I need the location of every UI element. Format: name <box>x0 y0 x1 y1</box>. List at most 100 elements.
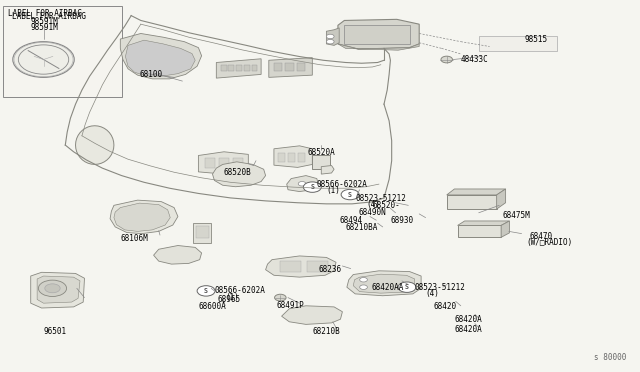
Text: 68520A: 68520A <box>307 148 335 157</box>
Text: 68490N: 68490N <box>358 208 386 217</box>
Polygon shape <box>31 272 84 308</box>
Bar <box>312 155 330 169</box>
Text: (1): (1) <box>326 186 340 195</box>
Polygon shape <box>125 40 195 76</box>
Circle shape <box>298 182 306 186</box>
Text: 68520-: 68520- <box>372 201 400 210</box>
Bar <box>196 226 209 238</box>
Text: (W/□RADIO): (W/□RADIO) <box>526 238 572 247</box>
Bar <box>344 25 410 44</box>
Circle shape <box>303 182 321 192</box>
Text: 68420AA: 68420AA <box>371 283 404 292</box>
Polygon shape <box>338 19 419 49</box>
Bar <box>236 65 242 71</box>
Circle shape <box>341 189 359 200</box>
Polygon shape <box>76 126 114 164</box>
Bar <box>233 158 243 168</box>
Polygon shape <box>458 221 509 225</box>
Text: LABEL FOR AIRBAG: LABEL FOR AIRBAG <box>8 9 82 17</box>
Text: S: S <box>405 284 409 290</box>
Polygon shape <box>326 28 339 45</box>
Text: 68236: 68236 <box>319 265 342 274</box>
Polygon shape <box>347 271 421 296</box>
Text: 68210B: 68210B <box>312 327 340 336</box>
Circle shape <box>326 39 334 44</box>
Text: 68520B: 68520B <box>224 169 252 177</box>
Bar <box>3 6 122 97</box>
Circle shape <box>197 286 215 296</box>
Bar <box>274 63 282 71</box>
Text: 08566-6202A: 08566-6202A <box>317 180 367 189</box>
Circle shape <box>45 284 60 293</box>
Polygon shape <box>274 146 312 167</box>
Text: 68600A: 68600A <box>198 302 226 311</box>
Polygon shape <box>282 306 342 324</box>
Text: 98515: 98515 <box>525 35 548 44</box>
Bar <box>278 153 285 162</box>
Polygon shape <box>216 59 261 78</box>
Text: 08523-51212: 08523-51212 <box>355 194 406 203</box>
Polygon shape <box>114 203 170 231</box>
Polygon shape <box>287 176 319 192</box>
Circle shape <box>326 34 334 39</box>
Text: 68494: 68494 <box>339 216 362 225</box>
Polygon shape <box>321 166 334 174</box>
Circle shape <box>38 280 67 296</box>
Polygon shape <box>120 33 202 79</box>
Text: 68930: 68930 <box>390 216 413 225</box>
Circle shape <box>441 56 452 63</box>
Text: s 80000: s 80000 <box>593 353 626 362</box>
Bar <box>228 65 234 71</box>
Text: 68420A: 68420A <box>454 315 482 324</box>
Polygon shape <box>497 189 506 209</box>
Text: 68470: 68470 <box>530 232 553 241</box>
Polygon shape <box>198 152 248 174</box>
Bar <box>447 195 497 209</box>
Text: S: S <box>348 192 352 198</box>
Circle shape <box>275 294 286 301</box>
Bar <box>244 65 250 71</box>
Bar <box>205 158 215 168</box>
Text: 68106M: 68106M <box>120 234 148 243</box>
Text: (1): (1) <box>225 293 239 302</box>
Bar <box>252 65 257 71</box>
Text: 48433C: 48433C <box>461 55 488 64</box>
Bar <box>298 153 305 162</box>
Text: (4): (4) <box>426 289 440 298</box>
Polygon shape <box>353 274 415 293</box>
Text: (4): (4) <box>366 200 380 209</box>
Polygon shape <box>110 200 178 234</box>
Bar <box>458 225 501 237</box>
Text: 68210BA: 68210BA <box>346 223 378 232</box>
Bar <box>307 261 328 272</box>
Bar <box>479 36 557 51</box>
Text: 68491P: 68491P <box>276 301 304 310</box>
Polygon shape <box>447 189 506 195</box>
Bar <box>219 158 229 168</box>
Polygon shape <box>338 44 419 50</box>
Text: 96501: 96501 <box>44 327 67 336</box>
Polygon shape <box>37 276 80 303</box>
Text: 68420: 68420 <box>434 302 457 311</box>
Text: 68475M: 68475M <box>502 211 530 220</box>
Polygon shape <box>501 221 509 237</box>
Bar <box>288 153 295 162</box>
Polygon shape <box>154 246 202 264</box>
Circle shape <box>13 42 74 77</box>
Text: S: S <box>310 184 314 190</box>
Text: 98591M: 98591M <box>31 23 58 32</box>
Text: 68420A: 68420A <box>454 325 482 334</box>
Polygon shape <box>266 256 336 277</box>
Text: 68965: 68965 <box>218 295 241 304</box>
Circle shape <box>360 285 367 289</box>
Bar <box>280 261 301 272</box>
Text: 08566-6202A: 08566-6202A <box>214 286 265 295</box>
Circle shape <box>398 282 416 292</box>
Polygon shape <box>269 58 312 77</box>
Text: S: S <box>204 288 208 294</box>
Text: 08523-51212: 08523-51212 <box>415 283 465 292</box>
Bar <box>285 63 294 71</box>
Bar <box>221 65 227 71</box>
Text: LABEL FOR AIRBAG: LABEL FOR AIRBAG <box>12 12 86 21</box>
Text: 98591M: 98591M <box>31 17 58 26</box>
